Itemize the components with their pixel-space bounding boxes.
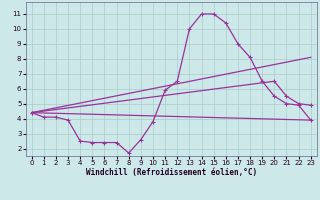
X-axis label: Windchill (Refroidissement éolien,°C): Windchill (Refroidissement éolien,°C) (86, 168, 257, 177)
